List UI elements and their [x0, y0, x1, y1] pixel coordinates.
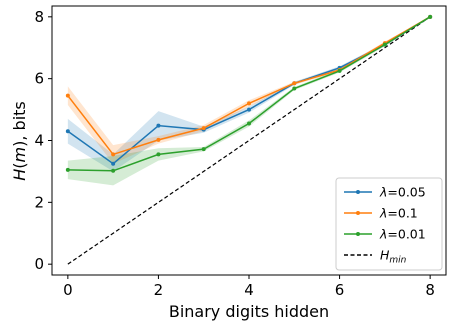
legend-marker — [356, 190, 360, 194]
data-point — [156, 137, 161, 142]
legend-marker — [356, 232, 360, 236]
reference-line-group — [67, 16, 431, 265]
x-axis-label: Binary digits hidden — [169, 302, 329, 321]
legend-label: λ=0.01 — [379, 227, 426, 242]
data-point — [292, 81, 297, 86]
data-point — [201, 126, 206, 131]
data-point — [65, 93, 70, 98]
y-tick-label: 2 — [34, 193, 44, 211]
band-series-1 — [67, 16, 431, 164]
series-line-0 — [67, 16, 431, 165]
x-tick-label: 8 — [425, 281, 435, 299]
confidence-bands — [67, 16, 431, 186]
series-lines — [65, 14, 433, 173]
y-tick-label: 8 — [34, 8, 44, 26]
band-series-0 — [67, 16, 431, 172]
legend-label: λ=0.1 — [379, 206, 418, 221]
legend-label: λ=0.05 — [379, 185, 426, 200]
data-point — [156, 123, 161, 128]
x-tick-label: 4 — [244, 281, 254, 299]
data-point — [247, 107, 251, 112]
hmin-line — [67, 16, 431, 265]
x-tick-label: 6 — [335, 281, 345, 299]
data-point — [201, 147, 206, 152]
x-tick-label: 0 — [63, 281, 73, 299]
data-point — [337, 68, 342, 73]
data-point — [111, 168, 116, 173]
y-tick-label: 0 — [34, 255, 44, 273]
legend-label: Hmin — [380, 248, 407, 266]
data-point — [111, 161, 116, 166]
y-axis-label: H(m), bits — [10, 101, 29, 181]
x-tick-label: 2 — [154, 281, 164, 299]
legend-marker — [356, 211, 360, 215]
band-series-2 — [67, 16, 431, 186]
data-point — [247, 121, 251, 126]
ticks: 0 2 4 6 8 0 2 4 6 8 — [34, 8, 434, 299]
y-tick-label: 4 — [34, 132, 44, 150]
data-point — [247, 101, 251, 106]
data-point — [156, 152, 161, 157]
legend-box — [335, 177, 443, 271]
data-point — [111, 152, 116, 157]
y-tick-label: 6 — [34, 70, 44, 88]
data-point — [292, 86, 297, 91]
data-point — [65, 167, 70, 172]
data-point — [382, 42, 387, 47]
data-point — [428, 14, 433, 19]
series-line-1 — [67, 16, 431, 156]
data-point — [65, 129, 70, 134]
legend: λ=0.05 λ=0.1 λ=0.01 Hmin — [335, 177, 443, 271]
